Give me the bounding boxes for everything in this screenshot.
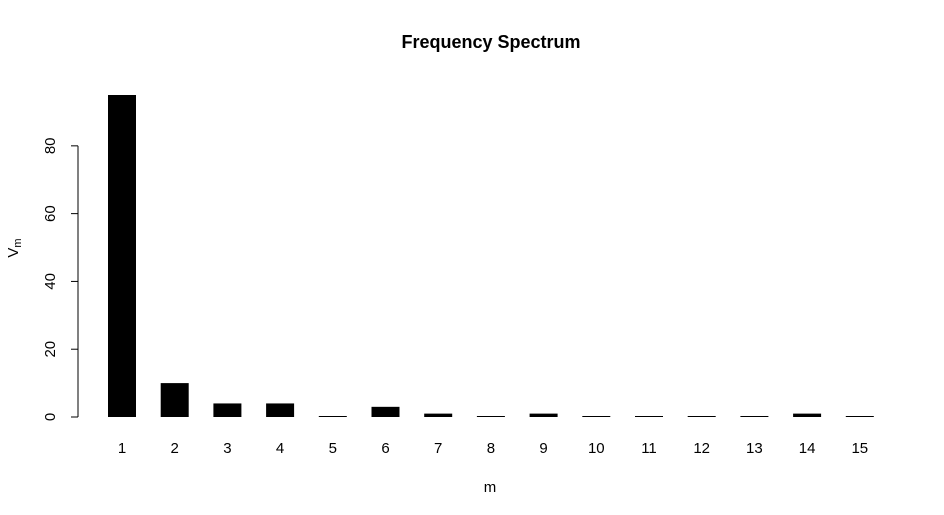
bars [108, 95, 874, 417]
bar [266, 403, 295, 417]
x-tick-label: 5 [329, 440, 337, 457]
y-axis-label: Vm [5, 238, 24, 257]
x-axis-label: m [484, 479, 497, 496]
chart-title: Frequency Spectrum [401, 32, 580, 52]
x-tick-label: 6 [381, 440, 389, 457]
bar [793, 413, 822, 417]
x-tick-label: 10 [588, 440, 605, 457]
y-axis-label-sub: m [12, 238, 24, 247]
bar [108, 95, 136, 417]
bar [213, 403, 242, 417]
bar [740, 416, 769, 417]
x-tick-label: 3 [223, 440, 231, 457]
bar [687, 416, 716, 417]
bar [635, 416, 663, 417]
y-tick-label: 20 [42, 341, 59, 358]
bar [582, 416, 611, 417]
bar [160, 383, 189, 417]
x-tick-label: 7 [434, 440, 442, 457]
bar [476, 416, 505, 417]
x-tick-label: 11 [641, 440, 657, 457]
x-tick-label: 8 [487, 440, 495, 457]
y-tick-label: 60 [42, 205, 59, 222]
x-tick-label: 13 [746, 440, 763, 457]
x-tick-label: 9 [539, 440, 547, 457]
bar [371, 406, 400, 417]
x-tick-label: 14 [799, 440, 816, 457]
bar [318, 416, 347, 417]
y-tick-label: 0 [42, 413, 59, 421]
x-tick-label: 12 [693, 440, 710, 457]
bar [845, 416, 874, 417]
y-ticks: 0 20 40 60 80 [42, 137, 78, 421]
x-tick-label: 15 [851, 440, 868, 457]
x-tick-label: 2 [171, 440, 179, 457]
x-tick-label: 1 [118, 440, 126, 457]
y-tick-label: 80 [42, 137, 59, 154]
y-axis-label-main: V [5, 248, 22, 258]
x-tick-labels: 1 2 3 4 5 6 7 8 9 10 11 12 13 14 15 [118, 440, 868, 457]
y-axis: 0 20 40 60 80 [42, 137, 79, 421]
x-tick-label: 4 [276, 440, 284, 457]
y-tick-label: 40 [42, 273, 59, 290]
bar [529, 413, 558, 417]
bar [424, 413, 453, 417]
